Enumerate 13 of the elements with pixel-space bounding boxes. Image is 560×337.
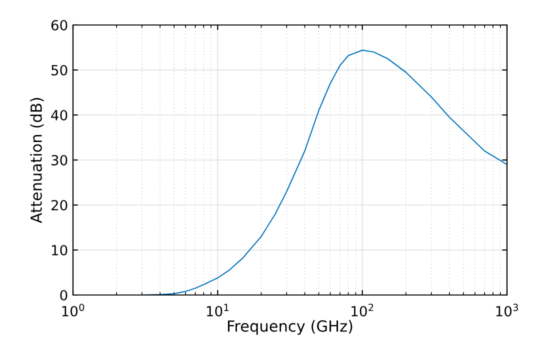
y-tick-label: 40 xyxy=(51,110,68,120)
x-tick-label: 10$^{1}$ xyxy=(206,304,229,316)
y-tick-label: 30 xyxy=(52,154,68,166)
x-tick-label: 10$^{3}$ xyxy=(496,304,518,316)
y-tick-label: 60 xyxy=(51,20,68,30)
y-tick-label: 0 xyxy=(60,290,68,300)
y-tick-label: 10 xyxy=(52,244,68,256)
y-tick-label: 50 xyxy=(52,64,68,76)
x-axis-title: Frequency (GHz) xyxy=(228,320,352,335)
x-tick-label: 10$^{0}$ xyxy=(62,304,84,316)
y-axis-title: Attenuation (dB) xyxy=(30,98,44,224)
y-tick-label: 20 xyxy=(51,200,68,210)
x-tick-label: 10$^{2}$ xyxy=(352,304,374,316)
